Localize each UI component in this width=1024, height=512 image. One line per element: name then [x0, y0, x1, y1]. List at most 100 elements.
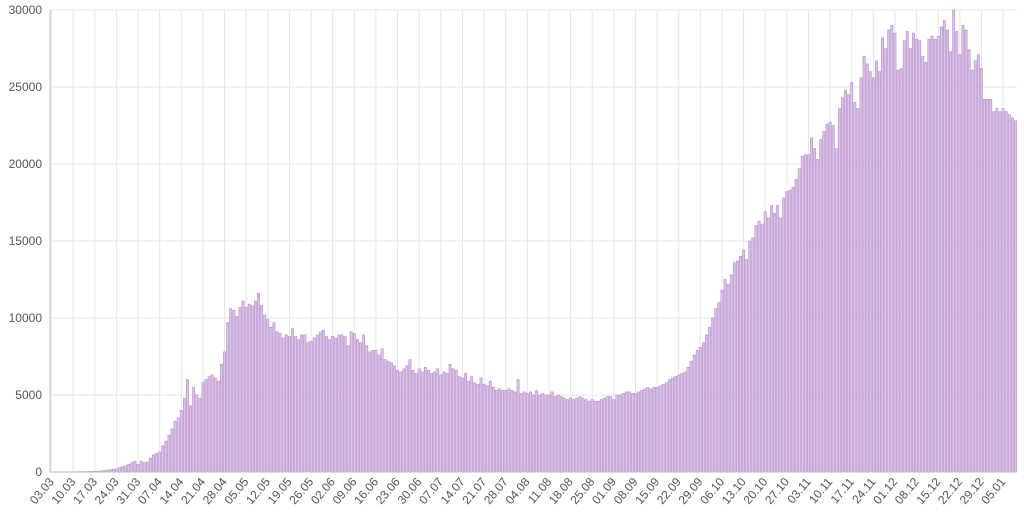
bar: [1014, 120, 1017, 473]
bar: [389, 362, 393, 473]
bar: [992, 111, 996, 473]
bar: [318, 331, 322, 473]
bar: [572, 399, 576, 473]
bar: [757, 220, 761, 473]
bar: [454, 370, 458, 473]
bar: [294, 336, 298, 473]
bar: [698, 346, 702, 473]
bar: [810, 137, 813, 473]
bar: [158, 451, 162, 473]
bar: [291, 328, 294, 473]
bar: [754, 225, 758, 473]
bar: [976, 54, 980, 473]
bar: [476, 383, 480, 473]
bar: [909, 48, 912, 473]
bar: [254, 300, 257, 473]
bar: [936, 35, 940, 473]
bar: [921, 55, 925, 473]
bar: [420, 371, 424, 473]
bar: [247, 303, 251, 473]
bar: [359, 342, 362, 473]
bar: [204, 379, 208, 473]
bar: [155, 453, 158, 473]
bar: [819, 139, 823, 473]
bar: [491, 386, 495, 473]
bar: [266, 319, 270, 473]
bar: [173, 420, 177, 473]
bar: [995, 108, 999, 473]
bar: [949, 51, 952, 473]
bar: [464, 373, 467, 473]
bar: [680, 373, 684, 473]
bar: [176, 417, 180, 473]
bar: [717, 302, 721, 473]
bar: [383, 359, 387, 473]
bar: [562, 397, 566, 473]
bar: [343, 336, 347, 473]
bar: [467, 380, 471, 473]
bar: [964, 29, 968, 473]
bar: [875, 60, 878, 473]
bar: [871, 77, 875, 473]
bar: [844, 89, 847, 473]
y-tick-label: 20000: [9, 157, 43, 171]
bar: [448, 363, 452, 473]
bar: [902, 40, 906, 473]
bar: [145, 461, 149, 473]
bar: [998, 111, 1002, 473]
bar: [893, 32, 897, 473]
bar: [121, 466, 125, 473]
bar: [967, 49, 971, 473]
bar: [782, 197, 786, 473]
bar: [550, 391, 554, 473]
bar: [260, 305, 264, 473]
bar: [785, 191, 789, 473]
bar: [853, 102, 857, 473]
bar: [890, 25, 894, 473]
bar: [980, 68, 983, 473]
bar: [664, 382, 668, 473]
bar: [457, 376, 461, 473]
bar: [213, 377, 217, 473]
bar: [541, 393, 545, 473]
bar: [393, 365, 396, 473]
bar: [470, 376, 474, 473]
bar: [600, 399, 603, 473]
bar: [748, 240, 752, 473]
bar: [288, 336, 291, 473]
bar: [776, 205, 779, 473]
bar: [226, 322, 230, 473]
bar: [498, 388, 501, 473]
bar: [1010, 117, 1014, 473]
bar: [306, 342, 310, 473]
bar: [742, 249, 745, 473]
bar: [535, 390, 539, 473]
bar: [223, 351, 226, 473]
bar: [417, 368, 421, 473]
bar: [442, 371, 446, 473]
bar: [652, 386, 656, 473]
bar: [618, 394, 622, 473]
bar: [263, 314, 267, 473]
bar: [284, 334, 288, 473]
bar: [646, 386, 650, 473]
bar: [606, 396, 610, 473]
bar: [161, 445, 165, 473]
bar: [915, 38, 919, 473]
bar: [970, 69, 974, 473]
bar: [865, 63, 869, 473]
bar: [553, 396, 557, 473]
bar: [989, 99, 993, 473]
bar: [556, 394, 560, 473]
bar: [257, 293, 260, 473]
bar: [201, 382, 205, 473]
bar: [513, 391, 517, 473]
y-tick-label: 5000: [15, 388, 42, 402]
bar: [281, 337, 285, 473]
bar: [220, 363, 223, 473]
bar: [427, 370, 430, 473]
bar: [831, 125, 835, 473]
bar: [278, 333, 282, 473]
bar: [766, 217, 770, 473]
bar: [961, 25, 965, 473]
